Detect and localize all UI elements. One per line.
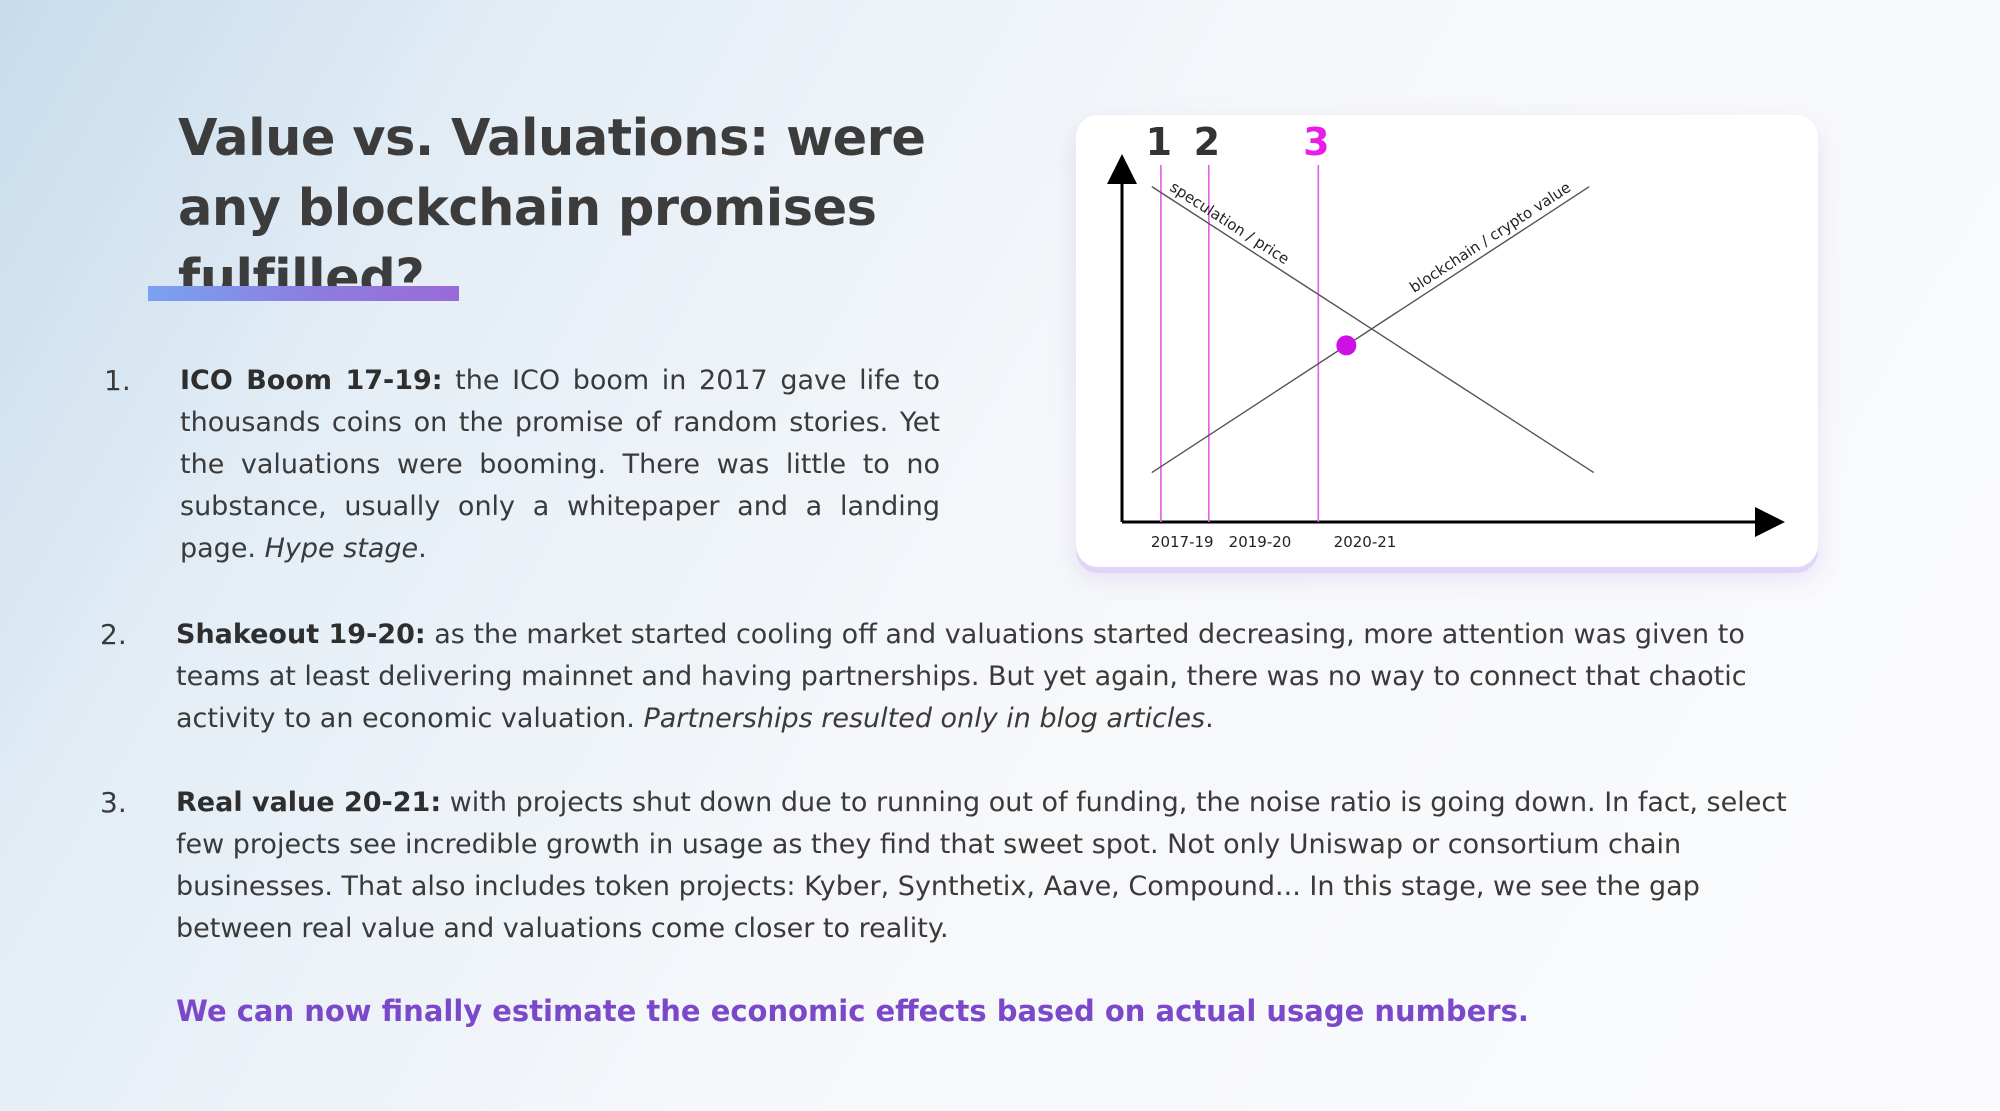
list-item-shakeout: Shakeout 19-20: as the market started co…: [176, 614, 1816, 740]
series-label-value: blockchain / crypto value: [1406, 178, 1574, 296]
item-heading: ICO Boom 17-19:: [180, 365, 443, 396]
item-tail: .: [1205, 703, 1214, 734]
highlight-point: [1336, 335, 1357, 356]
call-to-action: We can now finally estimate the economic…: [176, 994, 1529, 1028]
x-tick-label: 2020-21: [1334, 533, 1397, 551]
item-tail: .: [418, 533, 427, 564]
item-body: the ICO boom in 2017 gave life to thousa…: [180, 365, 940, 564]
page-title: Value vs. Valuations: were any blockchai…: [178, 109, 926, 308]
x-tick-label: 2017-19: [1151, 533, 1214, 551]
item-body: as the market started cooling off and va…: [176, 619, 1747, 734]
item-emphasis: Hype stage: [264, 533, 419, 564]
item-body: with projects shut down due to running o…: [176, 787, 1787, 944]
list-item-real-value: Real value 20-21: with projects shut dow…: [176, 782, 1816, 950]
item-heading: Shakeout 19-20:: [176, 619, 426, 650]
series-label-speculation: speculation / price: [1167, 178, 1293, 268]
x-tick-label: 2019-20: [1229, 533, 1292, 551]
item-number-2: 2.: [100, 618, 127, 651]
series-line-value: [1151, 186, 1590, 474]
stage-label-2: 2: [1194, 120, 1220, 164]
stage-label-1: 1: [1146, 120, 1172, 164]
item-number-3: 3.: [100, 786, 127, 819]
item-heading: Real value 20-21:: [176, 787, 442, 818]
title-accent-bar: [148, 286, 459, 301]
stage-label-3: 3: [1303, 120, 1329, 164]
item-emphasis: Partnerships resulted only in blog artic…: [643, 703, 1206, 734]
list-item-ico-boom: ICO Boom 17-19: the ICO boom in 2017 gav…: [180, 360, 940, 570]
series-line-speculation: [1151, 186, 1595, 474]
item-number-1: 1.: [104, 364, 131, 397]
